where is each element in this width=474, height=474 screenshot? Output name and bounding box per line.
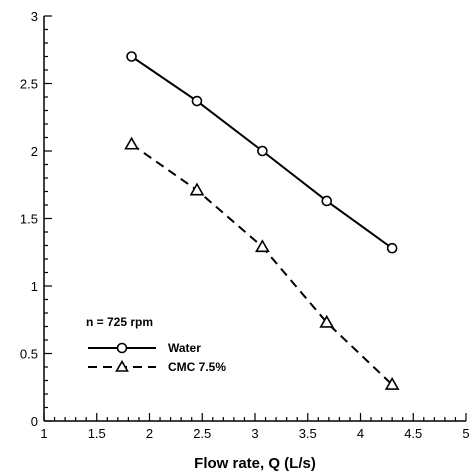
data-point — [189, 182, 205, 196]
x-tick-label: 2.5 — [193, 426, 211, 441]
legend: Water CMC 7.5% — [88, 341, 226, 374]
annotation-rpm: n = 725 rpm — [86, 315, 153, 329]
y-tick-label: 1.5 — [20, 212, 38, 227]
x-axis-title: Flow rate, Q (L/s) — [194, 455, 316, 472]
y-tick-label: 0 — [31, 414, 38, 429]
legend-label-water: Water — [168, 341, 201, 355]
series-water — [126, 51, 398, 254]
x-tick-label: 5 — [462, 426, 469, 441]
x-tick-label: 4.5 — [404, 426, 422, 441]
data-point — [191, 95, 203, 107]
data-point — [126, 51, 137, 62]
legend-marker-cmc — [115, 359, 129, 372]
legend-label-cmc: CMC 7.5% — [168, 360, 226, 374]
x-tick-label: 3 — [251, 426, 258, 441]
x-tick-label: 2 — [146, 426, 153, 441]
series-layer — [124, 51, 400, 390]
x-tick-label: 1 — [40, 426, 47, 441]
legend-marker-water — [116, 342, 128, 354]
x-tick-label: 3.5 — [299, 426, 317, 441]
axes — [43, 16, 466, 422]
x-tick-label: 4 — [357, 426, 364, 441]
y-tick-label: 3 — [31, 9, 38, 24]
data-point — [257, 145, 268, 157]
y-tick-label: 2.5 — [20, 77, 38, 92]
y-tick-label: 2 — [31, 144, 38, 159]
data-point — [386, 242, 398, 254]
data-point — [124, 136, 139, 150]
y-tick-label: 1 — [31, 279, 38, 294]
y-ticks: 0 0.5 1 1.5 2 2.5 3 — [20, 9, 52, 429]
y-tick-label: 0.5 — [20, 347, 38, 362]
series-cmc — [124, 136, 400, 390]
x-ticks: 1 1.5 2 2.5 3 3.5 4 4.5 5 — [40, 413, 470, 441]
data-point — [384, 376, 400, 390]
data-point — [319, 314, 335, 328]
data-point — [321, 195, 333, 207]
x-tick-label: 1.5 — [88, 426, 106, 441]
data-point — [255, 239, 270, 253]
